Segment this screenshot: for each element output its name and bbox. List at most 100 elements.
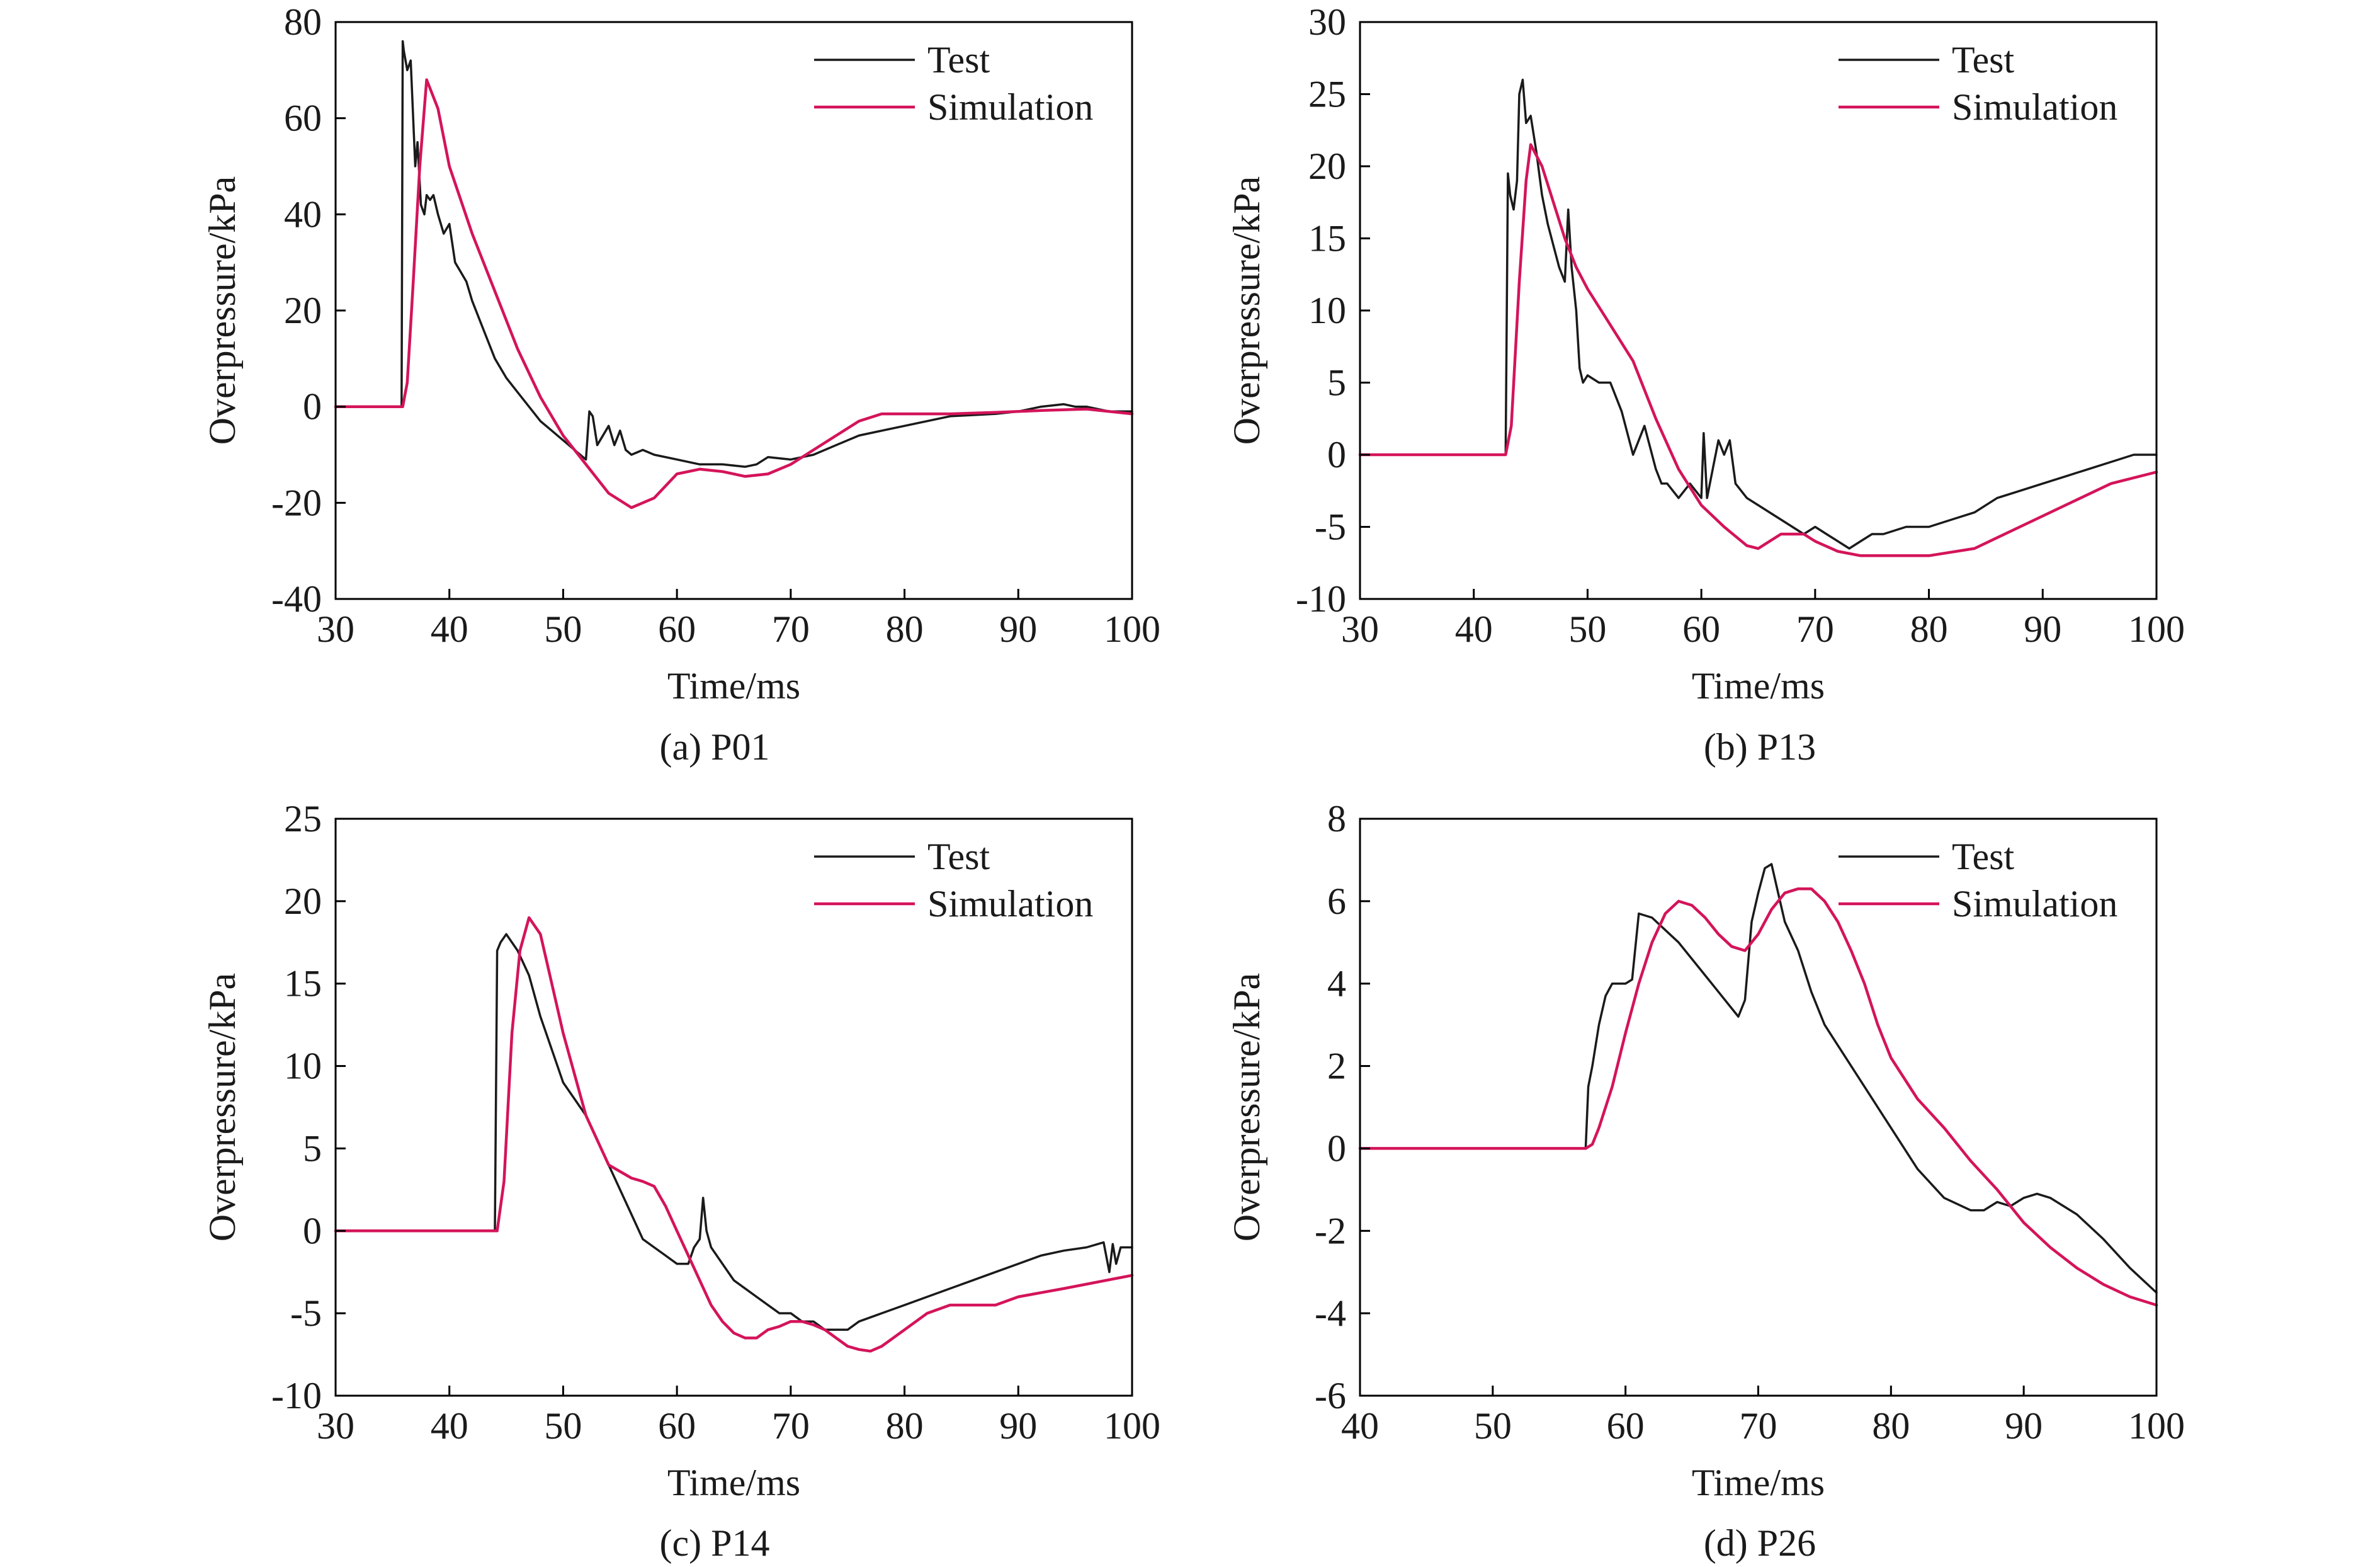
y-tick-label: 60 xyxy=(284,98,322,139)
x-tick-label: 90 xyxy=(999,1405,1037,1447)
legend-simulation-label: Simulation xyxy=(927,883,1093,925)
y-tick-label: 6 xyxy=(1327,880,1346,922)
y-tick-label: 40 xyxy=(284,193,322,235)
simulation-series-line xyxy=(334,78,1134,510)
y-tick-label: 30 xyxy=(1308,1,1346,43)
simulation-series-line xyxy=(1358,143,2158,557)
legend-test-label: Test xyxy=(1952,39,2014,81)
test-series-line xyxy=(334,40,1133,468)
x-tick-label: 100 xyxy=(2128,1405,2185,1447)
y-tick-label: -2 xyxy=(1315,1210,1346,1251)
panel-caption: (b) P13 xyxy=(1704,726,1816,768)
chart-panel: 30 40 50 60 70 80 90 100 -10 -5 0 5 10 15 20 25 Time/ms O… xyxy=(201,798,1160,1564)
legend-test-label: Test xyxy=(927,39,990,81)
y-tick-label: 2 xyxy=(1327,1046,1346,1087)
simulation-series-line xyxy=(334,916,1134,1353)
y-tick-label: 20 xyxy=(284,290,322,331)
y-tick-label: 0 xyxy=(303,1210,322,1251)
y-tick-label: -40 xyxy=(271,578,322,620)
panel-caption: (c) P14 xyxy=(660,1522,770,1564)
x-tick-label: 100 xyxy=(1104,1405,1160,1447)
x-tick-label: 70 xyxy=(772,1405,810,1447)
y-tick-label: -6 xyxy=(1315,1375,1346,1416)
x-axis-label: Time/ms xyxy=(1692,665,1825,707)
plot-frame xyxy=(334,818,1133,1397)
y-axis-label: Overpressure/kPa xyxy=(201,176,243,445)
x-tick-label: 80 xyxy=(1910,608,1948,650)
legend-simulation-label: Simulation xyxy=(927,86,1093,128)
y-tick-label: 25 xyxy=(284,798,322,840)
x-axis-label: Time/ms xyxy=(667,665,800,707)
x-tick-label: 80 xyxy=(886,1405,924,1447)
x-tick-label: 90 xyxy=(999,608,1037,650)
y-tick-label: 20 xyxy=(1308,145,1346,187)
x-tick-label: 30 xyxy=(317,1405,354,1447)
x-tick-label: 30 xyxy=(1341,608,1379,650)
y-axis-label: Overpressure/kPa xyxy=(1226,973,1267,1242)
y-tick-label: 0 xyxy=(303,386,322,428)
x-axis-label: Time/ms xyxy=(667,1462,800,1503)
y-tick-label: 25 xyxy=(1308,74,1346,115)
y-tick-label: 20 xyxy=(284,880,322,922)
legend-simulation-label: Simulation xyxy=(1952,86,2117,128)
test-series-line xyxy=(1359,78,2158,550)
x-tick-label: 50 xyxy=(544,1405,582,1447)
simulation-series-line xyxy=(1358,887,2158,1307)
x-tick-label: 90 xyxy=(2024,608,2061,650)
x-tick-label: 100 xyxy=(2128,608,2185,650)
y-tick-label: 10 xyxy=(1308,290,1346,331)
y-tick-label: -5 xyxy=(1315,506,1346,548)
y-tick-label: -10 xyxy=(271,1375,322,1416)
panel-caption: (a) P01 xyxy=(660,726,770,768)
y-axis-label: Overpressure/kPa xyxy=(1226,176,1267,445)
x-tick-label: 40 xyxy=(431,608,468,650)
x-tick-label: 50 xyxy=(544,608,582,650)
x-tick-label: 40 xyxy=(431,1405,468,1447)
y-tick-label: 0 xyxy=(1327,1127,1346,1169)
y-tick-label: -20 xyxy=(271,482,322,523)
y-tick-label: -5 xyxy=(290,1292,322,1334)
x-tick-label: 60 xyxy=(1607,1405,1645,1447)
legend: Test Simulation xyxy=(814,836,1093,925)
y-tick-label: 5 xyxy=(303,1127,322,1169)
legend: Test Simulation xyxy=(1839,39,2117,128)
y-tick-label: -4 xyxy=(1315,1292,1346,1334)
x-tick-label: 100 xyxy=(1104,608,1160,650)
x-tick-label: 70 xyxy=(1796,608,1834,650)
x-tick-label: 40 xyxy=(1455,608,1493,650)
x-tick-label: 40 xyxy=(1341,1405,1379,1447)
legend-test-label: Test xyxy=(927,836,990,877)
y-tick-label: 8 xyxy=(1327,798,1346,840)
x-tick-label: 60 xyxy=(658,1405,696,1447)
panel-caption: (d) P26 xyxy=(1704,1522,1816,1564)
x-tick-label: 50 xyxy=(1568,608,1606,650)
x-axis-label: Time/ms xyxy=(1692,1462,1825,1503)
legend: Test Simulation xyxy=(814,39,1093,128)
legend: Test Simulation xyxy=(1839,836,2117,925)
x-tick-label: 80 xyxy=(1872,1405,1910,1447)
x-tick-label: 30 xyxy=(317,608,354,650)
y-tick-label: 15 xyxy=(1308,218,1346,259)
y-axis-label: Overpressure/kPa xyxy=(201,973,243,1242)
x-tick-label: 60 xyxy=(658,608,696,650)
chart-panel: 40 50 60 70 80 90 100 -6 -4 -2 0 2 4 6 8 Time/ms Overpre… xyxy=(1226,798,2185,1564)
test-series-line xyxy=(334,933,1133,1331)
legend-test-label: Test xyxy=(1952,836,2014,877)
test-series-line xyxy=(1359,863,2158,1294)
x-tick-label: 70 xyxy=(772,608,810,650)
y-tick-label: 5 xyxy=(1327,362,1346,404)
y-tick-label: 80 xyxy=(284,1,322,43)
x-tick-label: 90 xyxy=(2005,1405,2043,1447)
y-tick-label: 15 xyxy=(284,963,322,1005)
y-tick-label: 10 xyxy=(284,1046,322,1087)
chart-panel: 30 40 50 60 70 80 90 100 -40 -20 0 20 40 60 80 Time/ms O… xyxy=(201,1,1160,768)
y-tick-label: -10 xyxy=(1296,578,1346,620)
x-tick-label: 70 xyxy=(1740,1405,1777,1447)
x-tick-label: 60 xyxy=(1682,608,1720,650)
y-tick-label: 0 xyxy=(1327,434,1346,476)
y-tick-label: 4 xyxy=(1327,963,1346,1005)
x-tick-label: 50 xyxy=(1474,1405,1512,1447)
x-tick-label: 80 xyxy=(886,608,924,650)
chart-panel: 30 40 50 60 70 80 90 100 -10 -5 0 5 10 15 20 25 30 Time/m… xyxy=(1226,1,2185,768)
